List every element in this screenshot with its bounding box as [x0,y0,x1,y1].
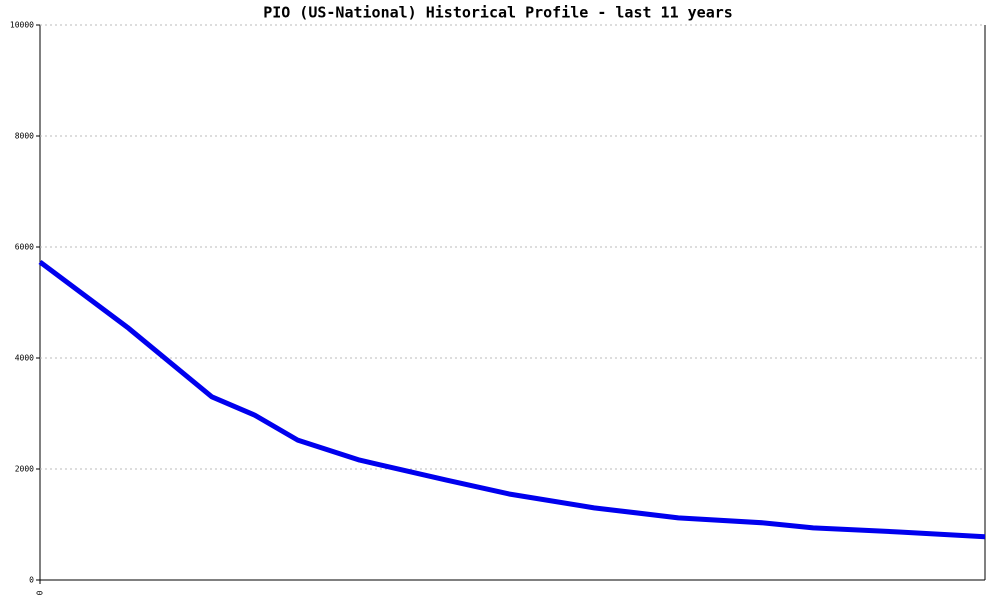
y-tick-label: 8000 [15,132,34,141]
chart-title: PIO (US-National) Historical Profile - l… [263,4,733,22]
y-tick-label: 0 [29,576,34,585]
y-tick-label: 6000 [15,243,34,252]
series-line [38,259,986,540]
y-tick-label: 2000 [15,465,34,474]
y-tick-label: 10000 [10,21,34,30]
x-tick-label: 0 [36,590,45,595]
y-tick-label: 4000 [15,354,34,363]
